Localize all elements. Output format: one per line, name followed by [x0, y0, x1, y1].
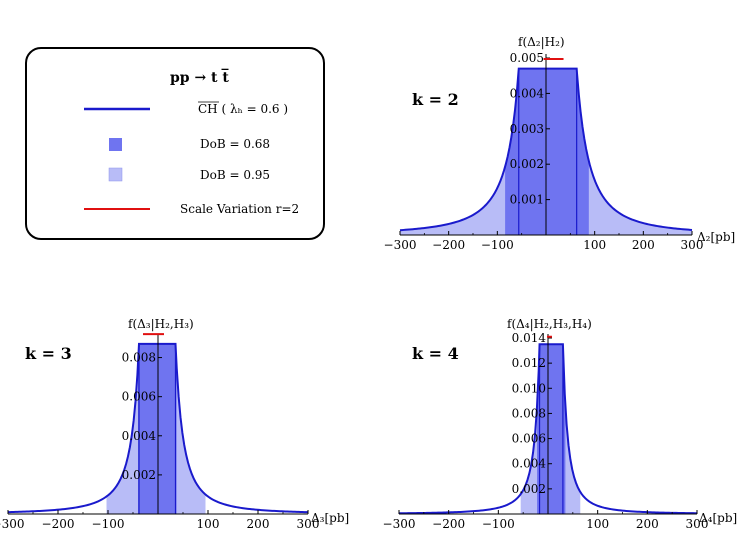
- y-tick-label: 0.006: [512, 432, 546, 446]
- x-axis-title: Δ₃[pb]: [311, 511, 349, 525]
- y-tick-label: 0.004: [510, 86, 545, 100]
- x-tick-label: 100: [586, 517, 609, 531]
- x-axis-title: Δ₄[pb]: [699, 511, 737, 525]
- y-tick-label: 0.002: [512, 482, 546, 496]
- y-axis-title: f(Δ₄|H₂,H₃,H₄): [507, 317, 592, 331]
- x-tick-label: −200: [42, 517, 75, 531]
- x-tick-label: 300: [297, 517, 320, 531]
- x-tick-label: −100: [482, 517, 515, 531]
- x-tick-label: −300: [0, 517, 24, 531]
- x-tick-label: −300: [383, 517, 416, 531]
- legend: pp → t t̅ CH ( λₕ = 0.6 ) DoB = 0.68 DoB…: [84, 67, 299, 216]
- y-tick-label: 0.014: [512, 331, 547, 345]
- x-tick-label: 100: [197, 517, 220, 531]
- y-tick-label: 0.002: [510, 157, 544, 171]
- k-label: k = 4: [412, 344, 459, 363]
- legend-label-2: DoB = 0.95: [200, 168, 270, 182]
- legend-title: pp → t t̅: [170, 67, 229, 86]
- x-tick-label: −300: [384, 238, 417, 252]
- panel-k3: −300 −200 −100 100 200 300 0.002 0.004 0.006 0.00…: [0, 317, 349, 531]
- x-tick-label: −100: [481, 238, 514, 252]
- x-tick-label: 200: [636, 517, 659, 531]
- band68-area: [505, 68, 589, 236]
- x-tick-label: 100: [583, 238, 606, 252]
- k-label: k = 3: [25, 344, 72, 363]
- x-tick-label: 200: [632, 238, 655, 252]
- y-tick-label: 0.010: [512, 381, 546, 395]
- y-axis-title: f(Δ₃|H₂,H₃): [128, 317, 194, 331]
- k-label: k = 2: [412, 90, 459, 109]
- legend-band68-swatch: [109, 138, 122, 151]
- legend-label-0: CH ( λₕ = 0.6 ): [198, 102, 288, 116]
- y-tick-label: 0.005: [510, 51, 544, 65]
- y-tick-label: 0.003: [510, 122, 544, 136]
- x-tick-label: −200: [432, 238, 465, 252]
- y-tick-label: 0.006: [122, 390, 156, 404]
- x-axis-title: Δ₂[pb]: [697, 230, 735, 244]
- y-tick-label: 0.004: [512, 457, 547, 471]
- legend-label-1: DoB = 0.68: [200, 137, 270, 151]
- y-tick-label: 0.008: [122, 351, 156, 365]
- legend-label-3: Scale Variation r=2: [180, 202, 299, 216]
- y-tick-label: 0.001: [510, 193, 544, 207]
- x-tick-label: 300: [686, 517, 709, 531]
- y-axis-title: f(Δ₂|H₂): [518, 35, 565, 49]
- y-tick-label: 0.012: [512, 356, 546, 370]
- legend-box: [25, 47, 325, 240]
- panel-k2: −300 −200 −100 100 200 300 0.001 0.002 0.003 0.00…: [384, 35, 736, 252]
- x-tick-label: 300: [681, 238, 704, 252]
- y-tick-label: 0.008: [512, 406, 546, 420]
- band68-area: [138, 343, 177, 514]
- legend-band95-swatch: [108, 167, 123, 182]
- y-tick-label: 0.004: [122, 429, 157, 443]
- x-tick-label: −100: [92, 517, 125, 531]
- x-tick-label: 200: [247, 517, 270, 531]
- panel-k4: −300 −200 −100 100 200 300 0.002 0.004 0.006 0.00…: [383, 317, 738, 531]
- y-tick-label: 0.002: [122, 468, 156, 482]
- x-tick-label: −200: [432, 517, 465, 531]
- band68-area: [537, 344, 566, 514]
